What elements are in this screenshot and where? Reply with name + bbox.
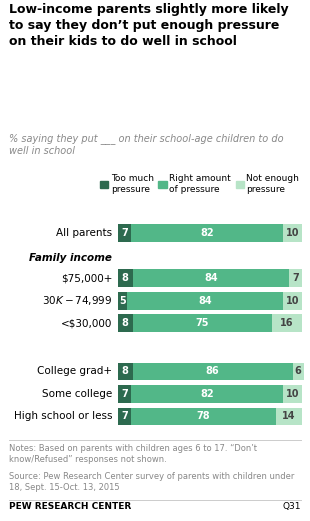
Bar (118, 363, 133, 380)
Bar (118, 292, 127, 309)
Bar (131, 407, 276, 425)
Bar (118, 269, 133, 287)
Text: PEW RESEARCH CENTER: PEW RESEARCH CENTER (9, 502, 131, 511)
Text: Notes: Based on parents with children ages 6 to 17. “Don’t
know/Refused” respons: Notes: Based on parents with children ag… (9, 444, 257, 464)
Text: 7: 7 (121, 228, 128, 238)
Text: 8: 8 (122, 318, 129, 328)
Text: Family income: Family income (29, 253, 112, 263)
Text: 84: 84 (204, 274, 218, 283)
Text: 75: 75 (196, 318, 209, 328)
Bar (118, 314, 133, 332)
Text: 78: 78 (197, 412, 210, 421)
Text: 5: 5 (119, 296, 126, 306)
Bar (133, 314, 272, 332)
Text: <$30,000: <$30,000 (61, 318, 112, 328)
Bar (283, 385, 302, 403)
Text: 8: 8 (122, 274, 129, 283)
Text: 10: 10 (286, 389, 299, 399)
Text: High school or less: High school or less (14, 412, 112, 421)
Legend: Too much
pressure, Right amount
of pressure, Not enough
pressure: Too much pressure, Right amount of press… (100, 175, 299, 194)
Bar (293, 363, 304, 380)
Text: 6: 6 (295, 366, 302, 376)
Text: 82: 82 (200, 389, 214, 399)
Bar (133, 269, 289, 287)
Text: % saying they put ___ on their school-age children to do
well in school: % saying they put ___ on their school-ag… (9, 133, 284, 156)
Bar (133, 363, 293, 380)
Text: 7: 7 (292, 274, 299, 283)
Text: 10: 10 (286, 296, 299, 306)
Bar (118, 225, 131, 242)
Text: Q31: Q31 (282, 502, 301, 511)
Text: 14: 14 (282, 412, 296, 421)
Text: College grad+: College grad+ (37, 366, 112, 376)
Bar (118, 385, 131, 403)
Bar (289, 269, 302, 287)
Text: 82: 82 (200, 228, 214, 238)
Text: 86: 86 (206, 366, 219, 376)
Text: 16: 16 (280, 318, 294, 328)
Bar (272, 314, 302, 332)
Text: Source: Pew Research Center survey of parents with children under
18, Sept. 15-O: Source: Pew Research Center survey of pa… (9, 472, 295, 492)
Bar (283, 225, 302, 242)
Text: $30K-$74,999: $30K-$74,999 (42, 294, 112, 307)
Bar (118, 407, 131, 425)
Bar (276, 407, 302, 425)
Text: Low-income parents slightly more likely
to say they don’t put enough pressure
on: Low-income parents slightly more likely … (9, 3, 289, 47)
Bar (131, 385, 283, 403)
Bar (131, 225, 283, 242)
Text: 84: 84 (198, 296, 212, 306)
Text: 7: 7 (121, 412, 128, 421)
Text: Some college: Some college (42, 389, 112, 399)
Text: All parents: All parents (56, 228, 112, 238)
Text: 10: 10 (286, 228, 299, 238)
Bar (127, 292, 283, 309)
Text: $75,000+: $75,000+ (61, 274, 112, 283)
Text: 7: 7 (121, 389, 128, 399)
Text: 8: 8 (122, 366, 129, 376)
Bar (283, 292, 302, 309)
